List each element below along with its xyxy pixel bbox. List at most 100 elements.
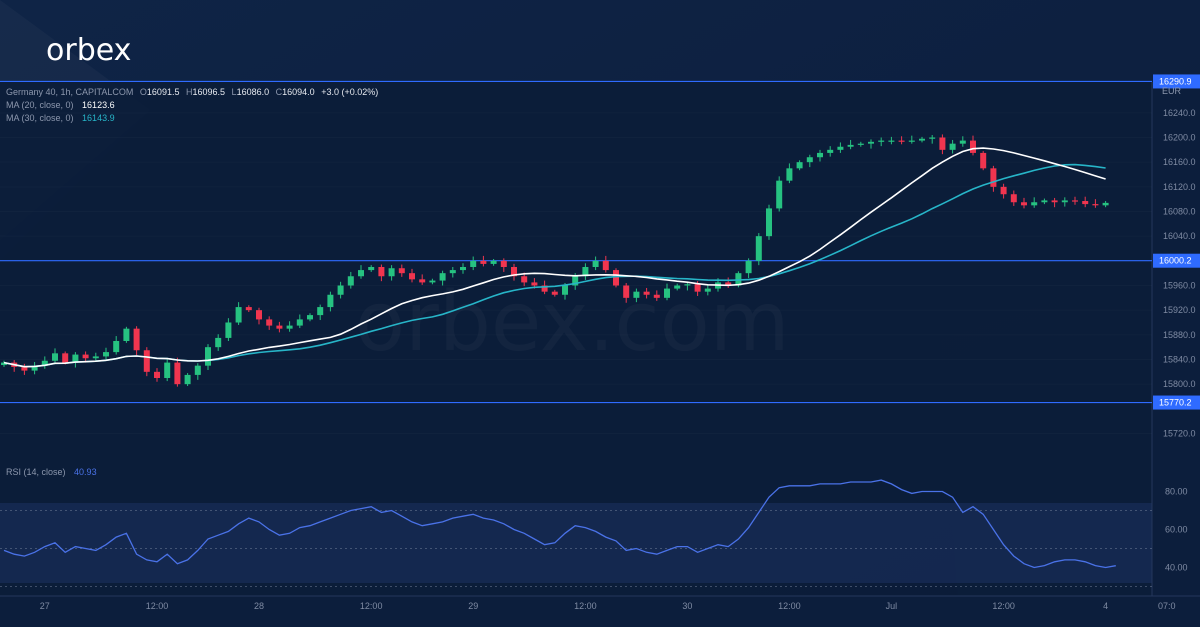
time-tick-label: 30 — [682, 601, 692, 611]
price-tick-label: 15720.0 — [1163, 429, 1196, 439]
price-tick-label: 16240.0 — [1163, 108, 1196, 118]
candle-up — [470, 260, 477, 267]
candle-down — [1072, 200, 1078, 202]
candle-up — [307, 315, 313, 320]
candle-up — [460, 267, 466, 271]
candle-up — [562, 285, 568, 295]
rsi-line — [3, 479, 1116, 569]
time-tick-label: 12:00 — [992, 601, 1015, 611]
candle-down — [82, 354, 89, 359]
candle-up — [1102, 202, 1109, 206]
price-tick-label: 15920.0 — [1163, 305, 1196, 315]
candle-down — [990, 168, 997, 187]
candle-up — [827, 149, 834, 153]
candle-down — [551, 291, 558, 295]
candle-down — [623, 285, 630, 298]
candle-up — [92, 356, 99, 359]
candle-up — [786, 168, 793, 181]
candle-up — [296, 319, 303, 326]
candle-up — [582, 267, 589, 277]
candlestick-series — [1, 134, 1109, 387]
level-price-labels: 16290.9 16000.2 15770.2 — [1153, 74, 1200, 410]
candle-up — [449, 270, 456, 274]
rsi-band — [0, 503, 1152, 583]
candle-down — [266, 319, 273, 326]
change-value: +3.0 (+0.02%) — [321, 87, 378, 97]
open-value: 16091.5 — [147, 87, 180, 97]
candle-down — [256, 310, 262, 320]
price-tick-label: 16080.0 — [1163, 207, 1196, 217]
candle-up — [123, 328, 130, 341]
candle-down — [21, 366, 28, 371]
candle-up — [439, 273, 446, 281]
candle-up — [347, 276, 354, 286]
candle-up — [317, 307, 324, 316]
price-tick-label: 15840.0 — [1163, 355, 1196, 365]
candle-down — [419, 279, 426, 283]
candle-up — [31, 365, 38, 371]
candle-up — [592, 260, 599, 267]
price-tick-labels: 16240.0 16200.0 16160.0 16120.0 16080.0 16040… — [1163, 108, 1196, 439]
candle-up — [755, 236, 762, 261]
candle-up — [633, 291, 640, 298]
rsi-tick-label: 80.00 — [1165, 487, 1188, 497]
candle-up — [868, 141, 874, 144]
candle-up — [572, 276, 579, 286]
candle-down — [480, 260, 487, 264]
candle-down — [133, 328, 140, 351]
candle-up — [286, 325, 293, 329]
candle-up — [235, 307, 242, 323]
ohlc-legend: Germany 40, 1h, CAPITALCOM O16091.5 H160… — [6, 87, 378, 97]
watermark: orbex.com — [355, 275, 790, 370]
candle-down — [653, 294, 660, 298]
candle-up — [215, 337, 222, 348]
rsi-value: 40.93 — [74, 467, 97, 477]
candle-up — [72, 354, 79, 363]
candle-down — [694, 284, 701, 292]
candle-up — [184, 374, 191, 385]
candle-down — [154, 371, 160, 378]
candle-up — [113, 341, 120, 353]
candle-down — [970, 140, 976, 153]
candle-up — [368, 267, 375, 271]
price-tick-label: 16200.0 — [1163, 133, 1196, 143]
support-resistance-lines — [0, 80, 1152, 404]
close-value: 16094.0 — [282, 87, 315, 97]
time-tick-label: 4 — [1103, 601, 1108, 611]
candle-up — [1041, 200, 1048, 203]
low-value: 16086.0 — [237, 87, 270, 97]
candle-down — [174, 362, 181, 385]
candle-up — [490, 260, 497, 264]
time-tick-label: 28 — [254, 601, 264, 611]
candle-up — [103, 352, 109, 357]
grid — [0, 510, 1152, 587]
candle-up — [205, 347, 211, 366]
rsi-tick-label: 60.00 — [1165, 525, 1188, 535]
candle-up — [745, 260, 752, 274]
ma20-legend: MA (20, close, 0) 16123.6 — [6, 100, 115, 110]
rsi-legend: RSI (14, close) 40.93 — [6, 467, 97, 477]
candle-down — [1051, 200, 1058, 203]
high-value: 16096.5 — [192, 87, 225, 97]
ma30-legend: MA (30, close, 0) 16143.9 — [6, 113, 115, 123]
candle-up — [388, 268, 395, 277]
level-label-box — [1153, 253, 1200, 268]
time-tick-label: 07:0 — [1158, 601, 1176, 611]
price-tick-label: 15800.0 — [1163, 379, 1196, 389]
price-tick-label: 16120.0 — [1163, 182, 1196, 192]
rsi-tick-labels: 80.00 60.00 40.00 — [1165, 487, 1188, 573]
ma20-value: 16123.6 — [82, 100, 115, 110]
candle-up — [337, 285, 344, 295]
time-tick-label: Jul — [886, 601, 898, 611]
price-axis — [1152, 82, 1200, 596]
candle-down — [1010, 194, 1017, 203]
candle-up — [1, 362, 7, 366]
level-label-box — [1153, 395, 1200, 410]
candle-down — [500, 260, 507, 267]
candle-down — [541, 285, 548, 292]
time-tick-label: 12:00 — [360, 601, 383, 611]
candle-up — [959, 140, 966, 144]
candle-down — [531, 282, 538, 286]
